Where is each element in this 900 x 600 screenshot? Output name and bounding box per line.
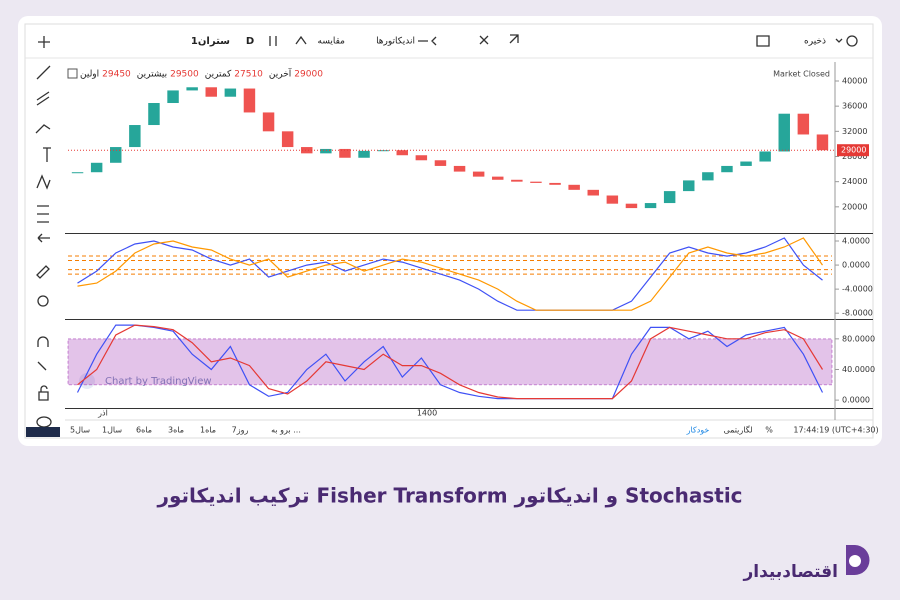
log-toggle[interactable]: لگاریتمی: [723, 425, 752, 435]
candle: [129, 125, 141, 148]
y-tick-label: 0.0000: [842, 396, 870, 405]
candle: [301, 147, 313, 154]
candle: [683, 180, 695, 192]
candle: [262, 112, 275, 132]
save-button[interactable]: ذخیره: [804, 37, 826, 47]
candle: [243, 88, 256, 113]
candle: [472, 171, 485, 177]
candle: [148, 103, 160, 126]
legend-value: 27510: [234, 70, 263, 80]
y-tick-label: 36000: [842, 102, 867, 111]
last-price-label: 29000: [841, 146, 866, 155]
candle: [396, 150, 408, 156]
y-tick-label: 40000: [842, 76, 867, 85]
y-tick-label: 40.0000: [842, 365, 875, 374]
brand-name: اقتصادبیدار: [742, 562, 838, 582]
candle: [492, 176, 504, 180]
candle: [740, 161, 752, 166]
candle: [415, 155, 428, 161]
symbol[interactable]: ستران1: [191, 36, 230, 47]
interval[interactable]: D: [246, 36, 254, 47]
candle: [224, 88, 237, 97]
candle: [663, 191, 676, 204]
line: [77, 324, 824, 400]
candle: [358, 150, 370, 158]
candle: [568, 184, 580, 190]
candle: [702, 172, 714, 181]
candle: [549, 182, 561, 185]
candle: [339, 148, 351, 158]
legend-value: 29000: [294, 70, 323, 80]
candle: [110, 147, 122, 163]
legend-label: اولین: [80, 70, 99, 80]
y-tick-label: 32000: [842, 127, 867, 136]
candle: [453, 165, 466, 172]
brand-logo-dot: [849, 555, 861, 567]
y-tick-label: 4.0000: [842, 237, 870, 246]
legend-toggle: [67, 68, 78, 79]
candle: [797, 113, 810, 135]
auto-toggle[interactable]: خودکار: [686, 426, 710, 435]
time-label: آذر: [97, 408, 108, 418]
chart-frame: [24, 23, 874, 439]
candle: [71, 172, 84, 174]
range-button[interactable]: 5سال: [70, 426, 90, 435]
market-status: Market Closed: [773, 70, 830, 79]
legend-label: کمترین: [205, 70, 232, 80]
range-button[interactable]: 3ماه: [168, 426, 184, 435]
candle: [778, 113, 790, 152]
y-tick-label: -8.0000: [842, 309, 873, 318]
line: [76, 324, 824, 400]
toolbar-icons: [269, 34, 858, 47]
left-toolbar[interactable]: [26, 36, 60, 437]
y-tick-label: 24000: [842, 177, 867, 186]
legend-value: 29500: [170, 70, 199, 80]
y-tick-label: 20000: [842, 202, 867, 211]
tool-icons[interactable]: [35, 36, 52, 428]
candle: [281, 131, 294, 148]
y-tick-label: 80.0000: [842, 334, 875, 343]
candle: [625, 203, 638, 209]
last-price-tag: [837, 144, 869, 157]
candle: [606, 195, 619, 204]
clock: 17:44:19 (UTC+4:30): [793, 426, 878, 435]
candle: [320, 148, 332, 154]
collapse-button[interactable]: [26, 427, 60, 437]
range-button[interactable]: 6ماه: [136, 426, 152, 435]
candle: [587, 189, 599, 196]
time-label: 1400: [417, 409, 437, 418]
candle: [530, 181, 542, 183]
candle: [644, 203, 657, 209]
range-button[interactable]: 1ماه: [200, 426, 216, 435]
caption: ترکیب اندیکاتور Fisher Transform و اندیک…: [156, 484, 742, 508]
candle: [205, 87, 217, 97]
legend-value: 29450: [102, 70, 131, 80]
candle: [721, 165, 733, 173]
legend-label: بیشترین: [137, 70, 167, 80]
compare-button[interactable]: مقایسه: [318, 37, 346, 47]
range-button[interactable]: 1سال: [102, 426, 122, 435]
y-tick-label: 0.0000: [842, 261, 870, 270]
y-tick-label: 28000: [842, 152, 867, 161]
candle: [759, 151, 771, 162]
legend-label: آخرین: [269, 68, 292, 80]
percent-toggle[interactable]: %: [765, 426, 773, 435]
range-button[interactable]: 7روز: [232, 426, 249, 435]
line: [77, 237, 823, 311]
y-tick-label: -4.0000: [842, 285, 873, 294]
candle: [816, 134, 829, 151]
candle: [167, 90, 179, 104]
candle: [511, 179, 523, 182]
candle: [90, 162, 103, 173]
candle: [186, 87, 198, 91]
watermark: Chart by TradingView: [105, 376, 212, 387]
band: [67, 338, 833, 386]
goto-button[interactable]: برو به ...: [271, 426, 301, 435]
candle: [434, 160, 447, 166]
indicators-button[interactable]: اندیکاتورها: [376, 37, 415, 47]
